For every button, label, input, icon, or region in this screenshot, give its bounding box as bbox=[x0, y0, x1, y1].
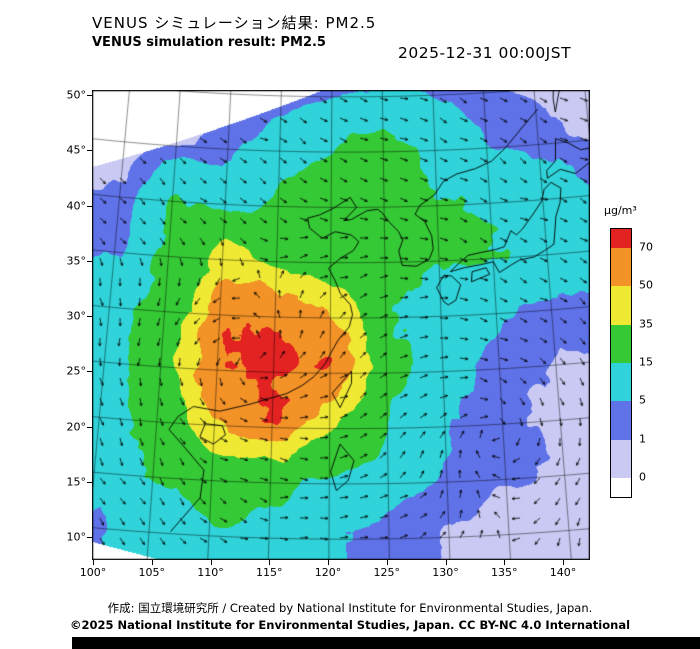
lon-tick-label: 105° bbox=[138, 566, 166, 579]
lat-tick-mark bbox=[87, 150, 92, 152]
colorbar-segment bbox=[611, 286, 631, 325]
forecast-timestamp: 2025-12-31 00:00JST bbox=[398, 44, 572, 62]
lon-tick-mark bbox=[151, 560, 153, 565]
colorbar-tick-label: 0 bbox=[639, 470, 646, 484]
colorbar bbox=[610, 228, 632, 498]
lat-tick-mark bbox=[87, 316, 92, 317]
lat-tick-label: 40° bbox=[66, 199, 87, 212]
lat-tick-mark bbox=[87, 205, 92, 207]
lat-tick-label: 15° bbox=[66, 475, 87, 489]
lat-tick-label: 20° bbox=[66, 420, 87, 433]
colorbar-tick-label: 35 bbox=[639, 317, 653, 331]
colorbar-segment bbox=[611, 324, 631, 363]
colorbar-segment bbox=[611, 229, 631, 249]
lon-tick-label: 125° bbox=[373, 566, 401, 579]
lat-tick-label: 35° bbox=[66, 254, 87, 268]
lat-tick-label: 10° bbox=[66, 530, 87, 544]
colorbar-tick-label: 1 bbox=[639, 432, 646, 446]
lat-tick-label: 30° bbox=[66, 309, 87, 323]
lat-tick-mark bbox=[87, 426, 92, 428]
lat-tick-label: 25° bbox=[66, 364, 87, 378]
colorbar-tick-label: 70 bbox=[639, 240, 653, 254]
page-title-english: VENUS simulation result: PM2.5 bbox=[92, 35, 326, 50]
lon-tick-mark bbox=[504, 560, 506, 565]
lon-tick-label: 140° bbox=[549, 566, 577, 579]
lat-tick-mark bbox=[87, 481, 92, 483]
lat-tick-mark bbox=[87, 260, 92, 262]
lon-tick-mark bbox=[93, 560, 94, 565]
lat-tick-mark bbox=[87, 95, 92, 96]
lon-tick-mark bbox=[386, 560, 388, 565]
lon-tick-label: 135° bbox=[491, 566, 518, 579]
lon-tick-mark bbox=[269, 560, 271, 565]
colorbar-unit-label: μg/m³ bbox=[604, 204, 637, 217]
lat-tick-mark bbox=[87, 537, 92, 538]
lon-tick-mark bbox=[210, 560, 212, 565]
colorbar-segment bbox=[611, 401, 631, 440]
footer-copyright: ©2025 National Institute for Environment… bbox=[69, 618, 631, 632]
lon-tick-mark bbox=[563, 560, 564, 565]
bottom-black-bar bbox=[72, 637, 700, 649]
page-title-japanese: VENUS シミュレーション結果: PM2.5 bbox=[92, 14, 377, 32]
lat-tick-label: 45° bbox=[66, 143, 87, 157]
footer-credit: 作成: 国立環境研究所 / Created by National Instit… bbox=[107, 601, 593, 615]
lat-tick-label: 50° bbox=[66, 88, 87, 102]
colorbar-segment bbox=[611, 362, 631, 402]
lon-tick-label: 130° bbox=[432, 566, 459, 579]
lon-tick-mark bbox=[445, 560, 447, 565]
lon-tick-label: 110° bbox=[197, 566, 224, 579]
colorbar-segment bbox=[611, 248, 631, 287]
colorbar-tick-label: 50 bbox=[639, 278, 653, 292]
colorbar-tick-label: 5 bbox=[639, 393, 646, 407]
colorbar-segment bbox=[611, 477, 631, 497]
lon-tick-label: 115° bbox=[256, 566, 283, 579]
pm25-map-canvas bbox=[92, 90, 590, 560]
lat-tick-mark bbox=[87, 371, 92, 373]
colorbar-tick-label: 15 bbox=[639, 355, 653, 369]
lon-tick-label: 120° bbox=[314, 566, 342, 579]
colorbar-segment bbox=[611, 439, 631, 478]
lon-tick-label: 100° bbox=[79, 566, 107, 579]
lon-tick-mark bbox=[328, 560, 329, 565]
